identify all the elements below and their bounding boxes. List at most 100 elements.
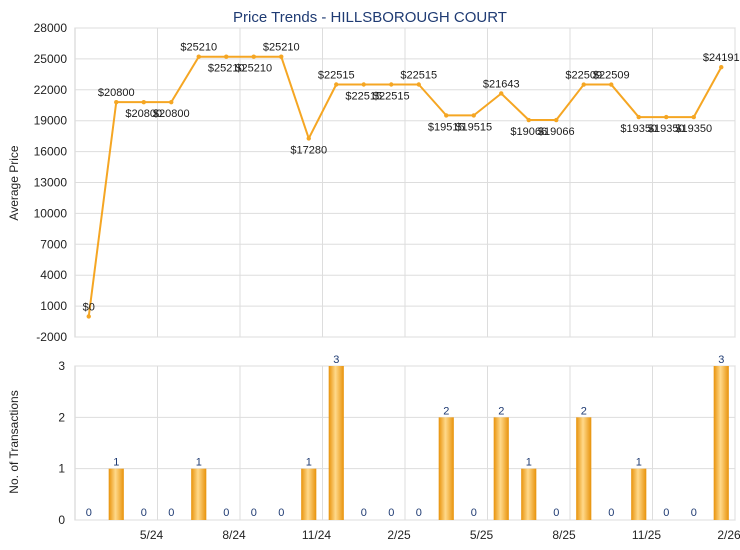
transaction-bar: [576, 417, 592, 520]
transaction-bar: [301, 468, 317, 520]
transaction-bar: [631, 468, 647, 520]
price-point: [224, 54, 229, 59]
transaction-count-label: 0: [663, 507, 669, 519]
transaction-count-label: 3: [718, 354, 724, 366]
price-y-tick-label: 28000: [34, 21, 68, 35]
transactions-series: 0 1 0 0 1 0 0 0 1 3 0 0 0 2 0 2 1 0 2 0 1 0 0 3: [86, 354, 729, 520]
price-y-tick-label: 22000: [34, 83, 68, 97]
price-point: [526, 117, 531, 123]
transactions-y-tick-label: 3: [58, 359, 65, 373]
price-data-label: $22515: [345, 90, 382, 102]
price-point: [334, 82, 339, 87]
transaction-count-label: 0: [86, 507, 92, 519]
price-data-label: $25210: [208, 63, 245, 75]
x-tick-label: 8/25: [552, 528, 576, 542]
transaction-count-label: 1: [306, 457, 312, 469]
price-point: [169, 99, 174, 105]
transaction-count-label: 1: [526, 457, 532, 469]
price-data-label: $22509: [593, 70, 630, 82]
price-point: [554, 117, 559, 123]
transaction-count-label: 0: [361, 507, 367, 519]
price-point: [471, 113, 476, 118]
transaction-count-label: 3: [333, 354, 339, 366]
price-series: $0$20800$20800$20800$25210$25210$25210$2…: [83, 42, 740, 319]
price-point: [279, 54, 284, 59]
transaction-bar: [438, 417, 454, 520]
transaction-count-label: 0: [251, 507, 257, 519]
price-point: [389, 82, 394, 87]
price-data-label: $25210: [235, 63, 272, 75]
transaction-count-label: 0: [278, 507, 284, 519]
price-data-label: $20800: [125, 108, 162, 120]
transaction-count-label: 0: [141, 507, 147, 519]
price-data-label: $22515: [400, 69, 437, 81]
price-y-tick-label: 1000: [40, 299, 67, 313]
transaction-count-label: 1: [113, 457, 119, 469]
transaction-count-label: 0: [168, 507, 174, 519]
price-data-label: $22515: [318, 69, 355, 81]
transaction-count-label: 0: [608, 507, 614, 519]
price-data-label: $19350: [648, 123, 685, 135]
transaction-count-label: 0: [388, 507, 394, 519]
price-point: [664, 114, 669, 120]
price-data-label: $21643: [483, 78, 520, 90]
price-y-axis-label: Average Price: [7, 145, 21, 220]
x-tick-label: 5/25: [470, 528, 494, 542]
price-data-label: $22515: [373, 90, 410, 102]
chart-title: Price Trends - HILLSBOROUGH COURT: [233, 9, 507, 26]
price-point: [114, 99, 119, 105]
transactions-y-axis: 0 1 2 3: [58, 359, 65, 527]
price-y-tick-label: 19000: [34, 114, 68, 128]
transaction-bar: [713, 366, 729, 520]
transaction-bar: [493, 417, 509, 520]
transaction-count-label: 2: [581, 405, 587, 417]
price-y-axis: -2000 1000 4000 7000 10000 13000 16000 19000 220…: [34, 21, 68, 344]
price-point: [636, 114, 641, 120]
transaction-count-label: 0: [416, 507, 422, 519]
transaction-count-label: 0: [471, 507, 477, 519]
x-tick-label: 11/24: [302, 528, 331, 542]
x-tick-label: 8/24: [222, 528, 246, 542]
price-data-label: $17280: [290, 144, 327, 156]
price-y-tick-label: 16000: [34, 145, 68, 159]
transaction-bar: [108, 468, 124, 520]
price-data-label: $20800: [153, 108, 190, 120]
transactions-y-tick-label: 1: [58, 462, 65, 476]
price-data-label: $20800: [98, 87, 135, 99]
price-point: [444, 113, 449, 118]
x-tick-label: 2/25: [387, 528, 411, 542]
transaction-count-label: 0: [223, 507, 229, 519]
price-point: [499, 91, 504, 96]
x-tick-label: 11/25: [632, 528, 661, 542]
x-tick-label: 5/24: [140, 528, 164, 542]
transaction-count-label: 0: [691, 507, 697, 519]
transaction-count-label: 0: [553, 507, 559, 519]
price-data-label: $19066: [510, 126, 547, 138]
transaction-bar: [328, 366, 344, 520]
price-grid: [74, 27, 736, 338]
price-data-label: $19350: [620, 123, 657, 135]
price-point: [416, 82, 421, 87]
price-y-tick-label: 13000: [34, 176, 68, 190]
price-y-tick-label: 4000: [40, 268, 67, 282]
price-point: [581, 82, 586, 87]
price-data-label: $19066: [538, 126, 575, 138]
price-y-tick-label: 7000: [40, 237, 67, 251]
transactions-grid: [74, 365, 736, 521]
price-data-label: $25210: [180, 42, 217, 54]
transaction-count-label: 1: [636, 457, 642, 469]
price-point: [86, 314, 91, 319]
transaction-bar: [191, 468, 207, 520]
transactions-y-axis-label: No. of Transactions: [7, 390, 21, 493]
x-tick-label: 2/26: [717, 528, 740, 542]
price-point: [609, 82, 614, 87]
price-data-label: $24191: [703, 52, 740, 64]
price-point: [719, 65, 724, 70]
transaction-count-label: 2: [443, 405, 449, 417]
price-point: [361, 82, 366, 87]
transaction-count-label: 2: [498, 405, 504, 417]
transactions-y-tick-label: 0: [58, 513, 65, 527]
price-point: [141, 99, 146, 105]
transactions-y-tick-label: 2: [58, 410, 65, 424]
